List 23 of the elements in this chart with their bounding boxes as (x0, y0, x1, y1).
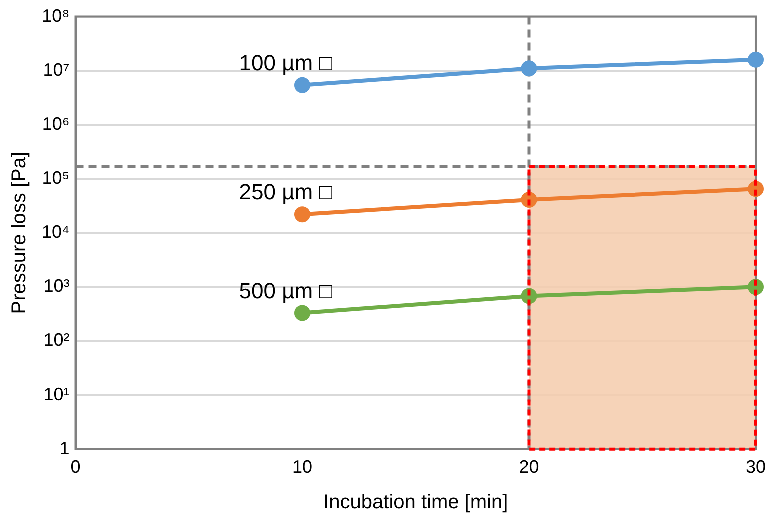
y-tick-label: 10⁶ (42, 114, 70, 134)
y-tick-label: 10⁷ (43, 60, 70, 80)
x-tick-label: 10 (292, 457, 313, 478)
point (294, 77, 310, 94)
point (748, 52, 764, 68)
y-axis-title: Pressure loss [Pa] (8, 152, 31, 314)
x-tick-label: 0 (70, 457, 81, 478)
point (294, 206, 310, 223)
y-tick-label: 1 (60, 438, 70, 458)
y-tick-label: 10¹ (44, 384, 70, 404)
series-label: 100 µm □ (239, 50, 334, 76)
y-tick-label: 10³ (44, 276, 70, 296)
point (294, 305, 310, 322)
x-axis-title: Incubation time [min] (324, 492, 508, 514)
y-tick-label: 10⁵ (42, 168, 70, 188)
series-label: 500 µm □ (239, 278, 334, 304)
x-tick-label: 20 (519, 457, 540, 478)
point (521, 60, 538, 77)
y-tick-label: 10⁸ (42, 6, 70, 26)
y-tick-label: 10⁴ (42, 222, 70, 242)
x-tick-label: 30 (746, 457, 766, 478)
series-label: 250 µm □ (239, 180, 334, 205)
y-tick-label: 10² (44, 330, 70, 350)
